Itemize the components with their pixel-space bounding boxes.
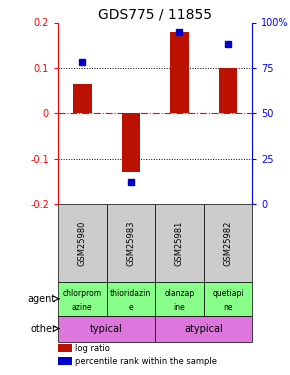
Text: GSM25982: GSM25982 [224, 220, 233, 266]
Text: GSM25981: GSM25981 [175, 220, 184, 266]
Text: ine: ine [173, 303, 185, 312]
Text: typical: typical [90, 324, 123, 334]
Text: other: other [30, 324, 56, 334]
Text: azine: azine [72, 303, 93, 312]
Text: e: e [128, 303, 133, 312]
Text: GSM25980: GSM25980 [78, 220, 87, 266]
Bar [106, 204, 155, 282]
Bar [204, 204, 252, 282]
Bar [170, 32, 189, 113]
Text: GSM25983: GSM25983 [126, 220, 135, 266]
Text: atypical: atypical [184, 324, 223, 334]
Bar [58, 316, 155, 342]
Bar [122, 113, 140, 172]
Bar [219, 68, 237, 113]
Bar [155, 316, 252, 342]
Text: thioridazin: thioridazin [110, 289, 151, 298]
Bar [58, 344, 72, 352]
Text: olanzap: olanzap [164, 289, 195, 298]
Bar [58, 204, 106, 282]
Bar [155, 204, 204, 282]
Bar [58, 282, 106, 316]
Bar [204, 282, 252, 316]
Bar [106, 282, 155, 316]
Bar [155, 282, 204, 316]
Text: ne: ne [223, 303, 233, 312]
Text: chlorprom: chlorprom [63, 289, 102, 298]
Text: agent: agent [28, 294, 56, 304]
Bar [58, 357, 72, 365]
Bar [73, 84, 92, 113]
Text: quetiapi: quetiapi [212, 289, 244, 298]
Text: percentile rank within the sample: percentile rank within the sample [75, 357, 218, 366]
Text: log ratio: log ratio [75, 344, 110, 352]
Title: GDS775 / 11855: GDS775 / 11855 [98, 8, 212, 21]
